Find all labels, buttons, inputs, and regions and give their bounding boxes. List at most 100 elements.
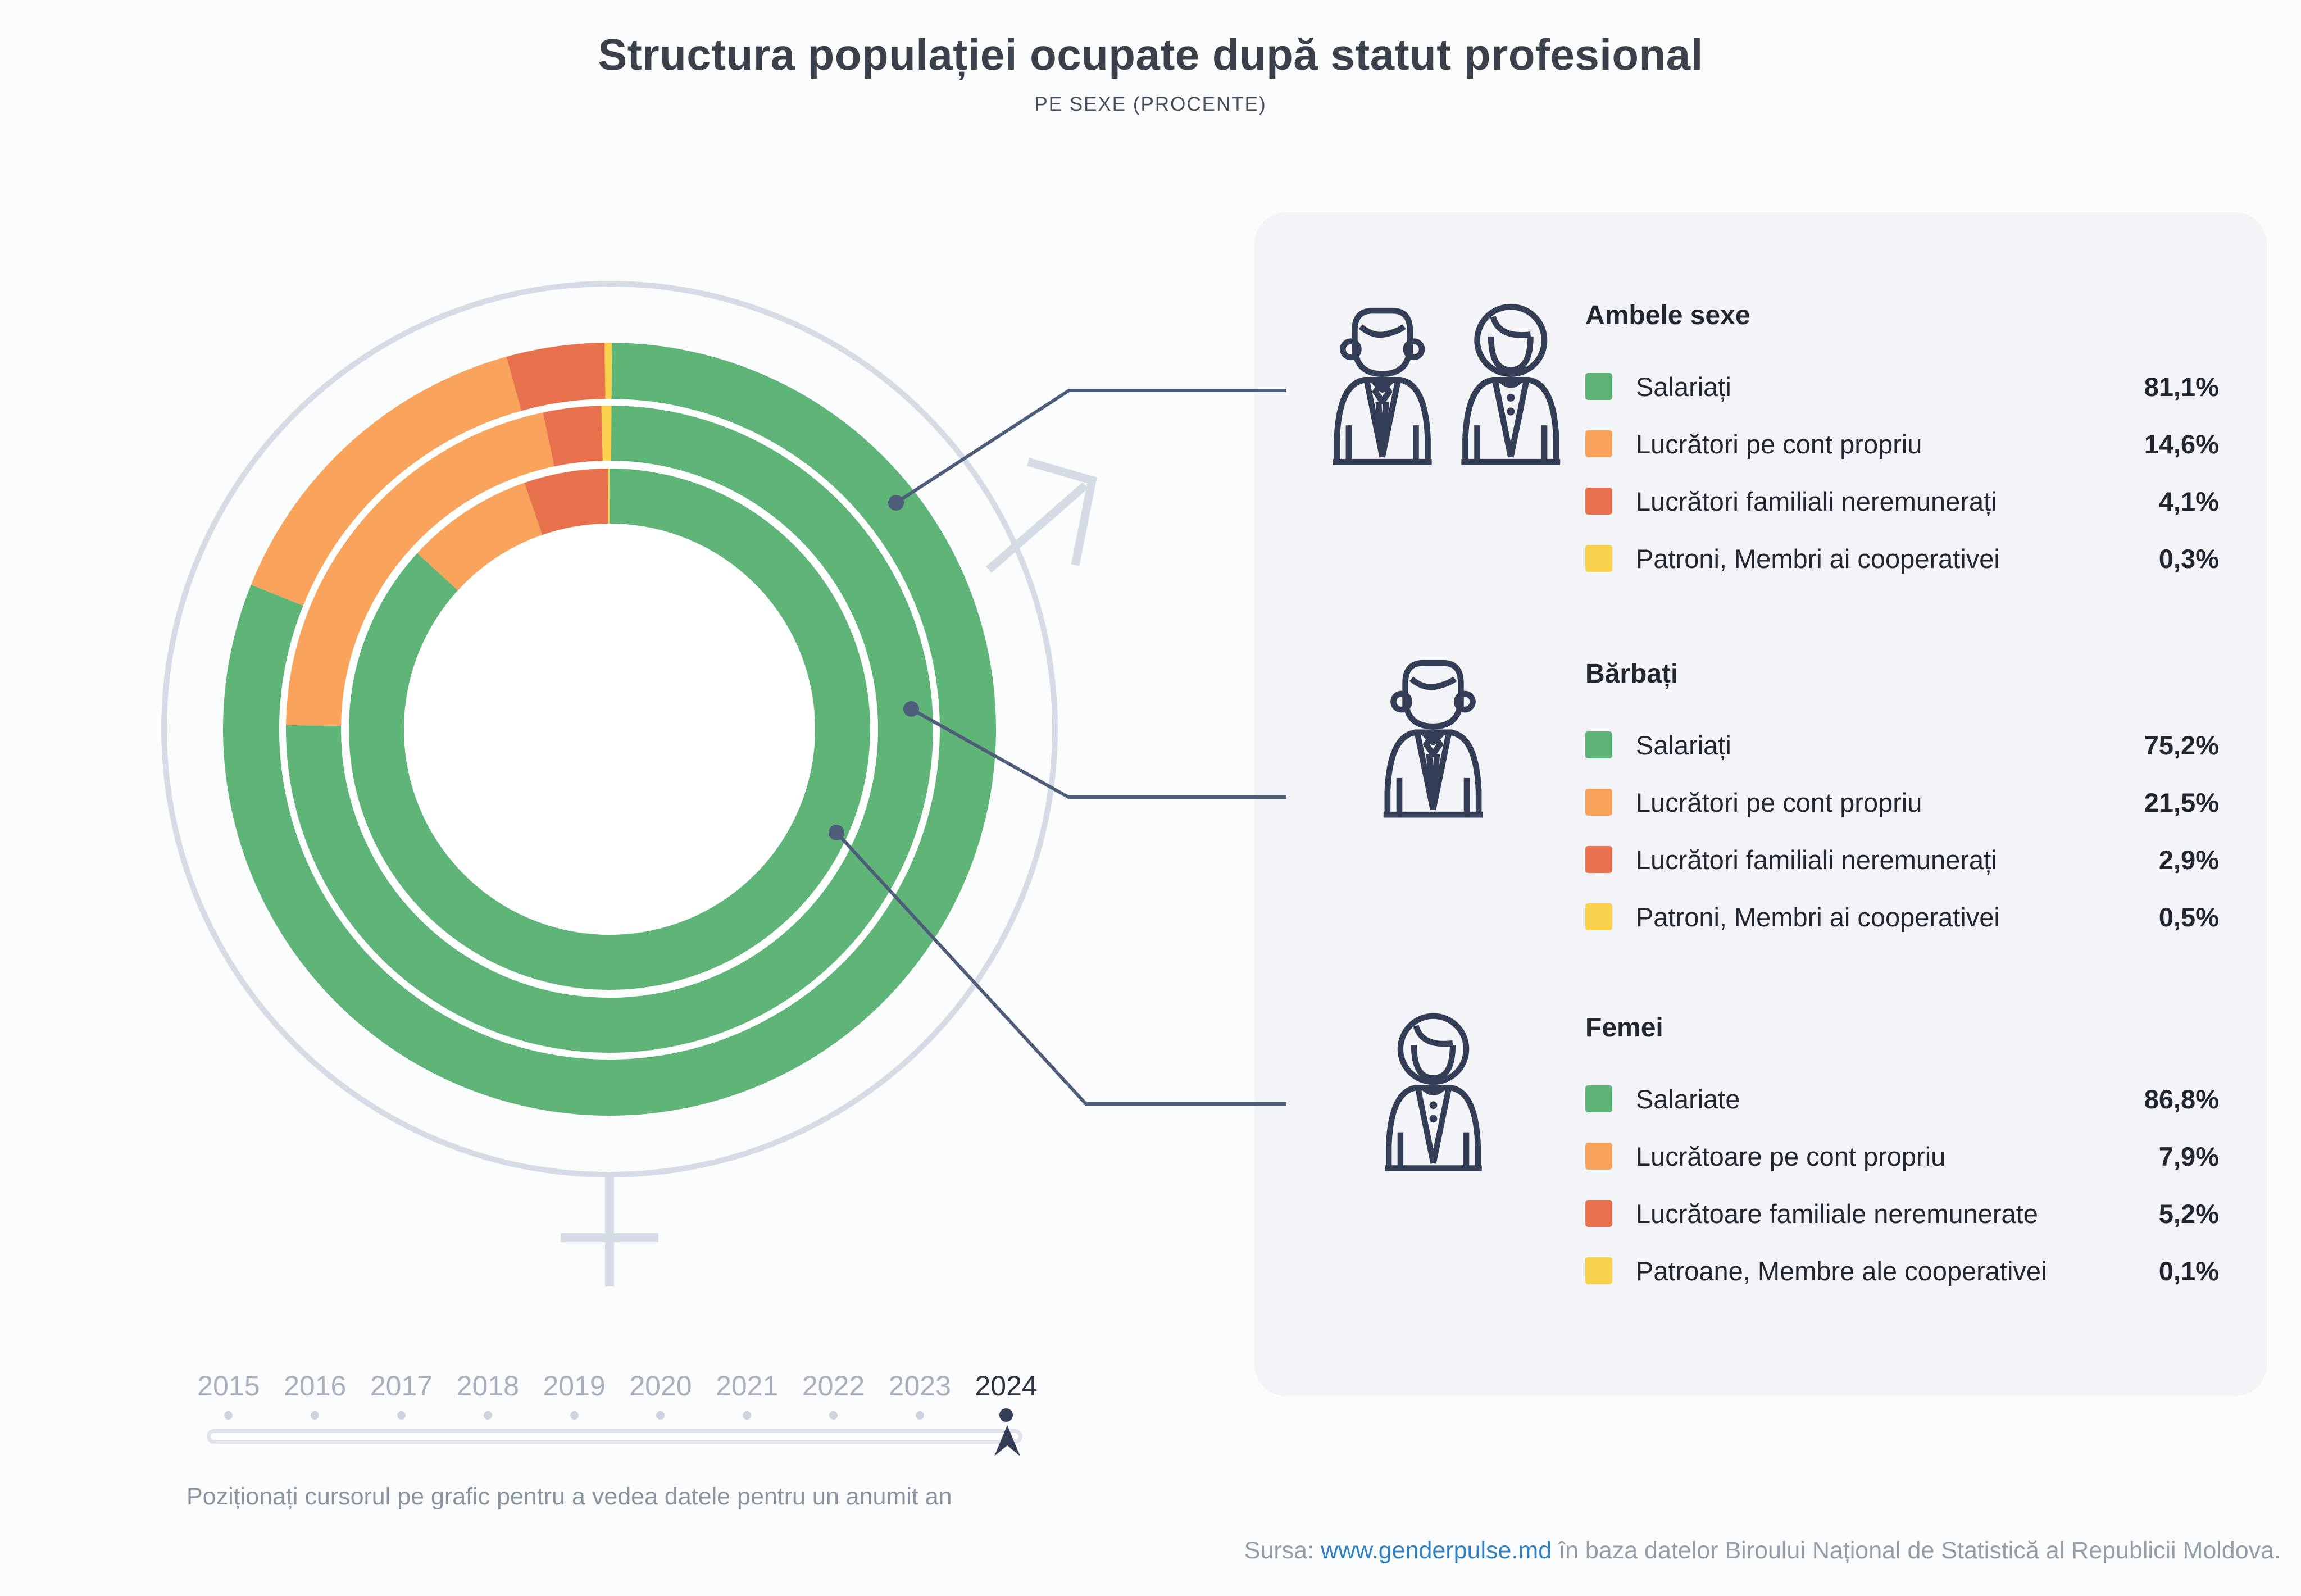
- timeline-year-2018[interactable]: 2018: [456, 1370, 519, 1402]
- legend-value: 2,9%: [2158, 844, 2219, 875]
- legend-row: Patroane, Membre ale cooperativei 0,1%: [1585, 1242, 2219, 1299]
- donut-segment-middle-red[interactable]: [543, 406, 603, 467]
- woman-figure: [1461, 303, 1561, 465]
- legend-label: Lucrători pe cont propriu: [1636, 787, 1922, 817]
- donut-segment-middle-yellow[interactable]: [601, 405, 612, 461]
- timeline-dots: [185, 1408, 1049, 1422]
- timeline-year-2020[interactable]: 2020: [629, 1370, 692, 1402]
- legend-heading: Ambele sexe: [1585, 301, 1750, 330]
- timeline-dot[interactable]: [704, 1408, 790, 1422]
- timeline-slider-marker[interactable]: [992, 1424, 1023, 1459]
- timeline-dot[interactable]: [272, 1408, 358, 1422]
- connector-ambele-sexe: [895, 389, 1286, 504]
- donut-segment-inner-yellow[interactable]: [608, 469, 610, 524]
- legend-value: 0,1%: [2158, 1256, 2219, 1286]
- legend-row: Patroni, Membri ai cooperativei 0,3%: [1585, 530, 2219, 587]
- timeline-dot[interactable]: [185, 1408, 272, 1422]
- timeline-dot[interactable]: [876, 1408, 963, 1422]
- swatch-salariati: [1585, 373, 1612, 400]
- timeline-dot[interactable]: [444, 1408, 531, 1422]
- men-women-icon: [1323, 295, 1570, 467]
- legend-group-ambele-sexe: Ambele sexe Salariați 81,1% Lucrători pe…: [1585, 300, 2219, 587]
- page-title: Structura populației ocupate după statut…: [598, 30, 1703, 79]
- legend-row: Lucrători pe cont propriu 21,5%: [1585, 774, 2219, 831]
- legend-label: Lucrătoare familiale neremunerate: [1636, 1198, 2038, 1229]
- swatch-cont-propriu: [1585, 430, 1612, 457]
- legend-row: Lucrători familiali neremunerați 2,9%: [1585, 831, 2219, 888]
- female-symbol-cross: [561, 1177, 658, 1286]
- donut-segment-middle-orange[interactable]: [286, 412, 554, 726]
- swatch-patroane: [1585, 1257, 1612, 1284]
- swatch-familiali: [1585, 488, 1612, 515]
- legend-group-femei: Femei Salariate 86,8% Lucrătoare pe cont…: [1585, 1012, 2219, 1299]
- source-suffix: în baza datelor Biroului Național de Sta…: [1558, 1537, 2281, 1564]
- connector-dot-femei: [829, 825, 844, 840]
- legend-row: Salariați 75,2%: [1585, 716, 2219, 774]
- legend-value: 4,1%: [2158, 486, 2219, 516]
- timeline-year-2015[interactable]: 2015: [197, 1370, 260, 1402]
- legend-value: 5,2%: [2158, 1198, 2219, 1229]
- page-subtitle: PE SEXE (PROCENTE): [1034, 93, 1267, 115]
- timeline-year-2017[interactable]: 2017: [370, 1370, 433, 1402]
- timeline-years: 2015 2016 2017 2018 2019 2020 2021 2022 …: [185, 1370, 1049, 1402]
- timeline-hint: Poziționați cursorul pe grafic pentru a …: [187, 1483, 952, 1510]
- legend-row: Lucrătoare pe cont propriu 7,9%: [1585, 1127, 2219, 1185]
- timeline-dot[interactable]: [531, 1408, 617, 1422]
- legend-label: Patroni, Membri ai cooperativei: [1636, 902, 2000, 932]
- timeline-dot[interactable]: [358, 1408, 445, 1422]
- legend-label: Patroni, Membri ai cooperativei: [1636, 543, 2000, 574]
- legend-label: Patroane, Membre ale cooperativei: [1636, 1256, 2047, 1286]
- swatch-patroni: [1585, 545, 1612, 572]
- legend-value: 86,8%: [2144, 1084, 2219, 1114]
- connector-barbati: [910, 707, 1286, 799]
- legend-row: Patroni, Membri ai cooperativei 0,5%: [1585, 888, 2219, 945]
- swatch-patroni: [1585, 903, 1612, 930]
- donut-segment-outer-yellow[interactable]: [604, 342, 612, 399]
- man-figure: [1333, 307, 1432, 465]
- timeline-dot[interactable]: [790, 1408, 877, 1422]
- timeline-slider-track[interactable]: [207, 1429, 1022, 1444]
- legend-row: Lucrătoare familiale neremunerate 5,2%: [1585, 1185, 2219, 1242]
- source-link[interactable]: www.genderpulse.md: [1321, 1537, 1552, 1564]
- connector-dot-ambele-sexe: [888, 495, 904, 511]
- legend-heading: Bărbați: [1585, 659, 1679, 689]
- legend-row: Salariați 81,1%: [1585, 358, 2219, 415]
- legend-row: Lucrători pe cont propriu 14,6%: [1585, 415, 2219, 472]
- timeline-dot-selected[interactable]: [963, 1408, 1049, 1422]
- legend-value: 81,1%: [2144, 371, 2219, 402]
- legend-row: Lucrători familiali neremunerați 4,1%: [1585, 472, 2219, 530]
- legend-label: Lucrători familiali neremunerați: [1636, 486, 1997, 516]
- swatch-cont-propriu: [1585, 789, 1612, 816]
- swatch-salariati: [1585, 731, 1612, 758]
- male-symbol-arrow: [986, 457, 1097, 573]
- legend-label: Salariați: [1636, 371, 1731, 402]
- timeline-dot[interactable]: [617, 1408, 704, 1422]
- timeline-year-2016[interactable]: 2016: [284, 1370, 347, 1402]
- legend-label: Lucrători pe cont propriu: [1636, 429, 1922, 459]
- legend-row: Salariate 86,8%: [1585, 1070, 2219, 1127]
- donut-segment-inner-red[interactable]: [524, 469, 608, 535]
- legend-value: 14,6%: [2144, 429, 2219, 459]
- woman-icon: [1375, 1004, 1491, 1173]
- swatch-familiale: [1585, 1200, 1612, 1227]
- gender-symbol-circle: [161, 281, 1058, 1177]
- donut-segment-inner-orange[interactable]: [417, 483, 543, 590]
- swatch-cont-propriu: [1585, 1143, 1612, 1170]
- swatch-familiali: [1585, 846, 1612, 873]
- source-prefix: Sursa:: [1244, 1537, 1315, 1564]
- connector-femei: [835, 831, 1286, 1106]
- source-line: Sursa: www.genderpulse.md în baza datelo…: [1244, 1537, 2281, 1565]
- donut-segment-outer-orange[interactable]: [251, 356, 522, 606]
- legend-label: Salariați: [1636, 730, 1731, 760]
- legend-label: Lucrători familiali neremunerați: [1636, 844, 1997, 875]
- timeline-year-2023[interactable]: 2023: [888, 1370, 951, 1402]
- timeline-year-2021[interactable]: 2021: [716, 1370, 779, 1402]
- legend-label: Salariate: [1636, 1084, 1740, 1114]
- legend-value: 0,5%: [2158, 902, 2219, 932]
- timeline-year-2019[interactable]: 2019: [543, 1370, 606, 1402]
- donut-segment-outer-red[interactable]: [506, 343, 606, 411]
- timeline-year-2024[interactable]: 2024: [975, 1370, 1038, 1402]
- timeline-year-2022[interactable]: 2022: [802, 1370, 865, 1402]
- legend-group-barbati: Bărbați Salariați 75,2% Lucrători pe con…: [1585, 658, 2219, 945]
